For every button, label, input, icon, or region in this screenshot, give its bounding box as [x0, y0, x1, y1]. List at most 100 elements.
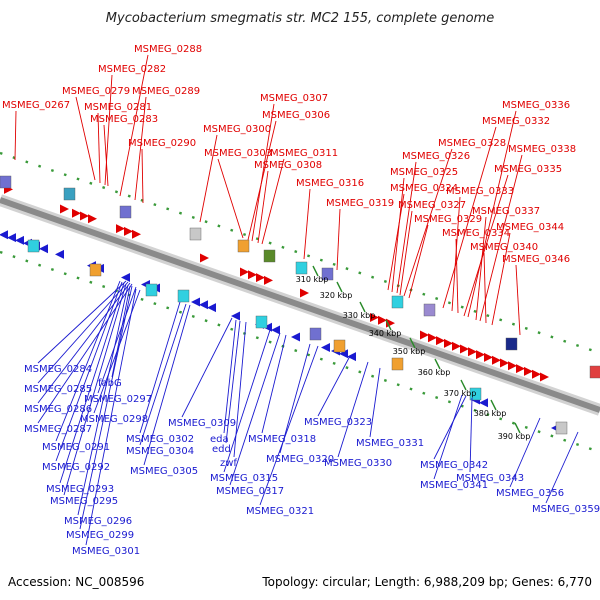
gene-feature-block[interactable]: [255, 315, 268, 329]
gene-label[interactable]: MSMEG_0316: [296, 178, 364, 189]
gene-label[interactable]: MSMEG_0341: [420, 480, 488, 491]
reverse-gene-arrow[interactable]: [291, 332, 300, 342]
forward-gene-arrow[interactable]: [460, 344, 469, 354]
gene-feature-block[interactable]: [189, 227, 202, 241]
forward-gene-arrow[interactable]: [540, 372, 549, 382]
gene-label[interactable]: MSMEG_0304: [126, 446, 194, 457]
forward-gene-arrow[interactable]: [256, 273, 265, 283]
gene-label[interactable]: MSMEG_0328: [438, 138, 506, 149]
gene-label[interactable]: MSMEG_0327: [398, 200, 466, 211]
gene-label[interactable]: MSMEG_0356: [496, 488, 564, 499]
gene-label[interactable]: MSMEG_0293: [46, 484, 114, 495]
gene-feature-block[interactable]: [333, 339, 346, 353]
forward-gene-arrow[interactable]: [248, 270, 257, 280]
gene-label[interactable]: MSMEG_0290: [128, 138, 196, 149]
gene-feature-block[interactable]: [391, 295, 404, 309]
reverse-gene-arrow[interactable]: [263, 322, 272, 332]
gene-feature-block[interactable]: [145, 283, 158, 297]
forward-gene-arrow[interactable]: [378, 315, 387, 325]
gene-label[interactable]: MSMEG_0346: [502, 254, 570, 265]
gene-label[interactable]: MSMEG_0323: [304, 417, 372, 428]
gene-label[interactable]: MSMEG_0308: [254, 160, 322, 171]
forward-gene-arrow[interactable]: [60, 204, 69, 214]
gene-feature-block[interactable]: [0, 175, 12, 189]
reverse-gene-arrow[interactable]: [199, 300, 208, 310]
forward-gene-arrow[interactable]: [500, 358, 509, 368]
gene-label[interactable]: MSMEG_0324: [390, 183, 458, 194]
gene-label[interactable]: eda: [210, 434, 229, 445]
gene-label[interactable]: MSMEG_0286: [24, 404, 92, 415]
forward-gene-arrow[interactable]: [436, 336, 445, 346]
gene-label[interactable]: MSMEG_0329: [414, 214, 482, 225]
gene-label[interactable]: MSMEG_0292: [42, 462, 110, 473]
forward-gene-arrow[interactable]: [124, 226, 133, 236]
forward-gene-arrow[interactable]: [132, 229, 141, 239]
gene-label[interactable]: MSMEG_0296: [64, 516, 132, 527]
gene-label[interactable]: MSMEG_0297: [84, 394, 152, 405]
gene-feature-block[interactable]: [423, 303, 436, 317]
reverse-gene-arrow[interactable]: [271, 325, 280, 335]
reverse-gene-arrow[interactable]: [15, 235, 24, 245]
forward-gene-arrow[interactable]: [508, 361, 517, 371]
gene-label[interactable]: MSMEG_0335: [494, 164, 562, 175]
gene-label[interactable]: MSMEG_0359: [532, 504, 600, 515]
reverse-gene-arrow[interactable]: [479, 398, 488, 408]
gene-label[interactable]: MSMEG_0344: [496, 222, 564, 233]
gene-label[interactable]: fabG: [98, 378, 122, 389]
gene-feature-block[interactable]: [321, 267, 334, 281]
reverse-gene-arrow[interactable]: [339, 349, 348, 359]
gene-label[interactable]: MSMEG_0281: [84, 102, 152, 113]
gene-feature-block[interactable]: [555, 421, 568, 435]
forward-gene-arrow[interactable]: [264, 275, 273, 285]
gene-label[interactable]: MSMEG_0303: [204, 148, 272, 159]
forward-gene-arrow[interactable]: [524, 366, 533, 376]
gene-feature-block[interactable]: [89, 263, 102, 277]
gene-label[interactable]: MSMEG_0318: [248, 434, 316, 445]
gene-feature-block[interactable]: [391, 357, 404, 371]
forward-gene-arrow[interactable]: [452, 341, 461, 351]
gene-feature-block[interactable]: [469, 387, 482, 401]
gene-label[interactable]: MSMEG_0326: [402, 151, 470, 162]
gene-label[interactable]: MSMEG_0291: [42, 442, 110, 453]
gene-label[interactable]: MSMEG_0333: [446, 186, 514, 197]
reverse-gene-arrow[interactable]: [231, 311, 240, 321]
gene-feature-block[interactable]: [505, 337, 518, 351]
gene-feature-block[interactable]: [263, 249, 276, 263]
gene-feature-block[interactable]: [177, 289, 190, 303]
forward-gene-arrow[interactable]: [240, 267, 249, 277]
gene-label[interactable]: MSMEG_0343: [456, 473, 524, 484]
gene-label[interactable]: MSMEG_0298: [80, 414, 148, 425]
gene-label[interactable]: MSMEG_0311: [270, 148, 338, 159]
gene-label[interactable]: MSMEG_0285: [24, 384, 92, 395]
gene-label[interactable]: MSMEG_0289: [132, 86, 200, 97]
gene-feature-block[interactable]: [309, 327, 322, 341]
forward-gene-arrow[interactable]: [492, 355, 501, 365]
forward-gene-arrow[interactable]: [444, 338, 453, 348]
gene-label[interactable]: MSMEG_0342: [420, 460, 488, 471]
forward-gene-arrow[interactable]: [80, 211, 89, 221]
forward-gene-arrow[interactable]: [484, 352, 493, 362]
gene-label[interactable]: MSMEG_0267: [2, 100, 70, 111]
gene-feature-block[interactable]: [63, 187, 76, 201]
gene-label[interactable]: MSMEG_0331: [356, 438, 424, 449]
gene-label[interactable]: MSMEG_0340: [470, 242, 538, 253]
gene-label[interactable]: MSMEG_0332: [482, 116, 550, 127]
forward-gene-arrow[interactable]: [428, 333, 437, 343]
gene-label[interactable]: MSMEG_0283: [90, 114, 158, 125]
gene-label[interactable]: MSMEG_0306: [262, 110, 330, 121]
forward-gene-arrow[interactable]: [116, 224, 125, 234]
gene-label[interactable]: MSMEG_0330: [324, 458, 392, 469]
gene-label[interactable]: MSMEG_0284: [24, 364, 92, 375]
gene-label[interactable]: MSMEG_0288: [134, 44, 202, 55]
gene-label[interactable]: MSMEG_0282: [98, 64, 166, 75]
reverse-gene-arrow[interactable]: [191, 297, 200, 307]
reverse-gene-arrow[interactable]: [7, 233, 16, 243]
forward-gene-arrow[interactable]: [300, 288, 309, 298]
gene-label[interactable]: MSMEG_0321: [246, 506, 314, 517]
gene-label[interactable]: MSMEG_0336: [502, 100, 570, 111]
gene-label[interactable]: MSMEG_0295: [50, 496, 118, 507]
gene-feature-block[interactable]: [237, 239, 250, 253]
reverse-gene-arrow[interactable]: [347, 352, 356, 362]
forward-gene-arrow[interactable]: [72, 208, 81, 218]
